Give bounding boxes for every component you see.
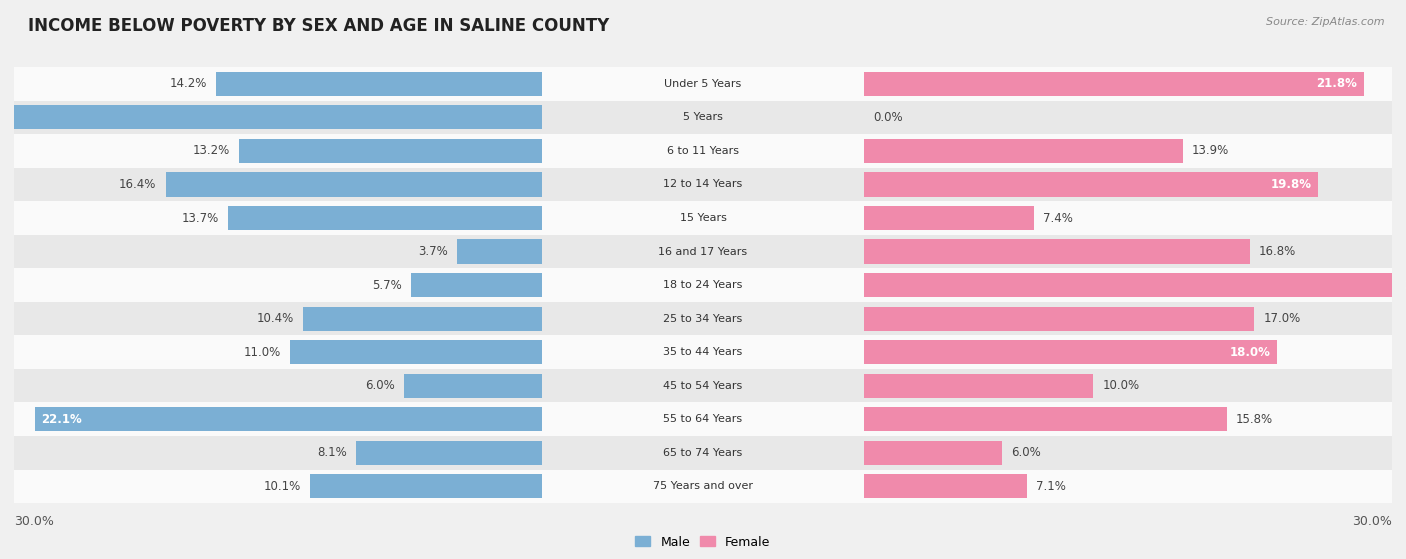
- Bar: [863, 306, 1254, 331]
- Bar: [863, 72, 1364, 96]
- Bar: [14, 369, 1392, 402]
- Bar: [863, 407, 1226, 432]
- Bar: [239, 139, 543, 163]
- Text: 65 to 74 Years: 65 to 74 Years: [664, 448, 742, 458]
- Bar: [863, 273, 1406, 297]
- Bar: [14, 470, 1392, 503]
- Text: 6.0%: 6.0%: [1011, 446, 1040, 459]
- Bar: [412, 273, 543, 297]
- Bar: [14, 235, 1392, 268]
- Bar: [14, 335, 1392, 369]
- Bar: [863, 474, 1026, 499]
- Bar: [35, 407, 543, 432]
- Bar: [863, 139, 1182, 163]
- Text: 13.7%: 13.7%: [181, 211, 218, 225]
- Bar: [304, 306, 543, 331]
- Bar: [14, 101, 1392, 134]
- Text: 18.0%: 18.0%: [1229, 345, 1270, 359]
- Text: 3.7%: 3.7%: [419, 245, 449, 258]
- Text: 6 to 11 Years: 6 to 11 Years: [666, 146, 740, 156]
- Text: Under 5 Years: Under 5 Years: [665, 79, 741, 89]
- Text: 6.0%: 6.0%: [366, 379, 395, 392]
- Bar: [14, 436, 1392, 470]
- Text: 30.0%: 30.0%: [14, 515, 53, 528]
- Text: 16 and 17 Years: 16 and 17 Years: [658, 247, 748, 257]
- Bar: [863, 172, 1319, 197]
- Text: 19.8%: 19.8%: [1271, 178, 1312, 191]
- Bar: [457, 239, 543, 264]
- Bar: [217, 72, 543, 96]
- Text: 30.0%: 30.0%: [1353, 515, 1392, 528]
- Text: 13.9%: 13.9%: [1192, 144, 1229, 158]
- Text: 10.4%: 10.4%: [257, 312, 294, 325]
- Text: 16.4%: 16.4%: [120, 178, 156, 191]
- Text: 5.7%: 5.7%: [373, 278, 402, 292]
- Bar: [0, 105, 543, 130]
- Bar: [863, 373, 1094, 398]
- Text: 8.1%: 8.1%: [318, 446, 347, 459]
- Text: 0.0%: 0.0%: [873, 111, 903, 124]
- Bar: [290, 340, 543, 364]
- Text: 45 to 54 Years: 45 to 54 Years: [664, 381, 742, 391]
- Text: 21.8%: 21.8%: [1316, 77, 1358, 91]
- Text: Source: ZipAtlas.com: Source: ZipAtlas.com: [1267, 17, 1385, 27]
- Bar: [14, 134, 1392, 168]
- Text: 17.0%: 17.0%: [1264, 312, 1301, 325]
- Text: 14.2%: 14.2%: [170, 77, 207, 91]
- Bar: [14, 201, 1392, 235]
- Bar: [311, 474, 543, 499]
- Text: 75 Years and over: 75 Years and over: [652, 481, 754, 491]
- Text: 15.8%: 15.8%: [1236, 413, 1272, 426]
- Bar: [863, 440, 1001, 465]
- Bar: [863, 206, 1033, 230]
- Text: 7.1%: 7.1%: [1036, 480, 1066, 493]
- Bar: [356, 440, 543, 465]
- Text: 55 to 64 Years: 55 to 64 Years: [664, 414, 742, 424]
- Text: 18 to 24 Years: 18 to 24 Years: [664, 280, 742, 290]
- Bar: [14, 168, 1392, 201]
- Text: 25 to 34 Years: 25 to 34 Years: [664, 314, 742, 324]
- Text: INCOME BELOW POVERTY BY SEX AND AGE IN SALINE COUNTY: INCOME BELOW POVERTY BY SEX AND AGE IN S…: [28, 17, 609, 35]
- Bar: [14, 67, 1392, 101]
- Bar: [14, 302, 1392, 335]
- Legend: Male, Female: Male, Female: [630, 530, 776, 553]
- Text: 12 to 14 Years: 12 to 14 Years: [664, 179, 742, 190]
- Bar: [863, 340, 1277, 364]
- Bar: [228, 206, 543, 230]
- Text: 35 to 44 Years: 35 to 44 Years: [664, 347, 742, 357]
- Text: 25.6%: 25.6%: [1403, 278, 1406, 292]
- Bar: [14, 268, 1392, 302]
- Bar: [166, 172, 543, 197]
- Text: 11.0%: 11.0%: [243, 345, 280, 359]
- Text: 22.1%: 22.1%: [42, 413, 83, 426]
- Text: 7.4%: 7.4%: [1043, 211, 1073, 225]
- Bar: [863, 239, 1250, 264]
- Text: 10.0%: 10.0%: [1102, 379, 1140, 392]
- Bar: [14, 402, 1392, 436]
- Text: 5 Years: 5 Years: [683, 112, 723, 122]
- Text: 13.2%: 13.2%: [193, 144, 231, 158]
- Text: 16.8%: 16.8%: [1258, 245, 1296, 258]
- Text: 15 Years: 15 Years: [679, 213, 727, 223]
- Bar: [405, 373, 543, 398]
- Text: 10.1%: 10.1%: [264, 480, 301, 493]
